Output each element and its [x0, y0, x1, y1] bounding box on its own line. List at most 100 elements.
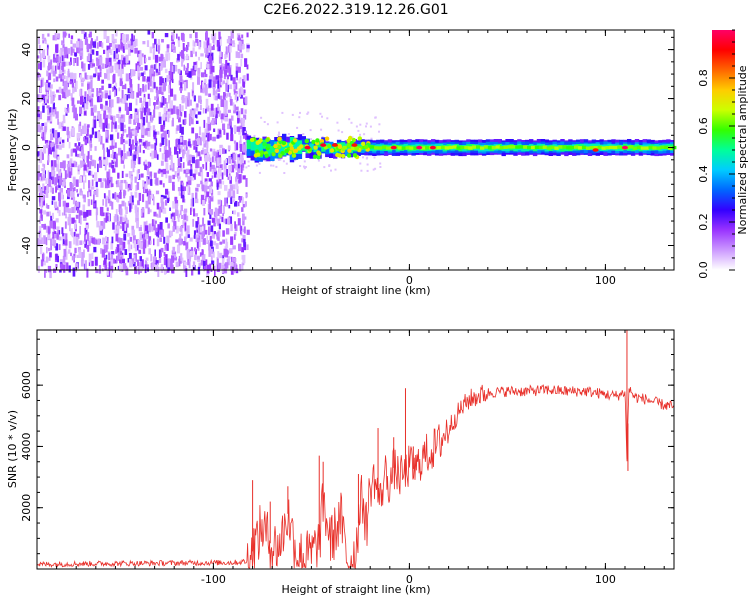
heatmap-cell [43, 145, 47, 152]
heatmap-cell [374, 167, 377, 170]
heatmap-cell [40, 259, 44, 267]
heatmap-cell [206, 191, 210, 197]
heatmap-cell [152, 43, 155, 49]
heatmap-cell [223, 100, 227, 109]
heatmap-cell [47, 226, 51, 234]
heatmap-cell [121, 216, 124, 225]
heatmap-cell [110, 265, 114, 273]
heatmap-cell [111, 201, 114, 210]
heatmap-cell [119, 259, 122, 264]
heatmap-cell [142, 53, 144, 58]
heatmap-cell [293, 139, 299, 154]
heatmap-cell [196, 183, 200, 188]
heatmap-cell [589, 145, 595, 150]
heatmap-cell [205, 105, 210, 112]
heatmap-cell [240, 53, 244, 59]
heatmap-cell [158, 225, 162, 235]
heatmap-cell [207, 116, 210, 124]
heatmap-cell [162, 114, 166, 121]
heatmap-cell [164, 268, 167, 275]
heatmap-cell [135, 63, 138, 71]
heatmap-cell [240, 86, 243, 95]
heatmap-cell [167, 130, 170, 138]
heatmap-cell [218, 181, 222, 189]
heatmap-cell [163, 107, 167, 114]
heatmap-cell [128, 171, 132, 175]
heatmap-cell [111, 123, 113, 132]
heatmap-cell [206, 140, 209, 148]
heatmap-cell [255, 164, 258, 167]
heatmap-cell [235, 264, 238, 269]
colorbar-tick-label: 0.2 [697, 213, 710, 231]
heatmap-cell [245, 134, 248, 140]
heatmap-cell [127, 88, 131, 94]
heatmap-cell [63, 51, 67, 59]
heatmap-cell [74, 247, 77, 253]
heatmap-cell [161, 91, 164, 95]
heatmap-cell [240, 225, 242, 235]
heatmap-cell [174, 203, 178, 209]
heatmap-cell [205, 259, 208, 266]
heatmap-cell [59, 188, 63, 193]
heatmap-cell [73, 205, 76, 213]
heatmap-cell [153, 82, 156, 89]
heatmap-cell [178, 138, 181, 145]
heatmap-cell [39, 73, 42, 77]
heatmap-cell [170, 154, 173, 162]
heatmap-cell [185, 168, 189, 173]
heatmap-cell [88, 161, 92, 170]
heatmap-cell [351, 136, 354, 139]
heatmap-cell [94, 160, 97, 169]
heatmap-cell [136, 145, 139, 155]
heatmap-cell [41, 224, 45, 228]
heatmap-cell [153, 196, 155, 206]
heatmap-cell [346, 138, 351, 143]
heatmap-cell [145, 235, 148, 240]
heatmap-cell [177, 213, 180, 222]
heatmap-cell [196, 237, 200, 243]
heatmap-cell [242, 118, 245, 127]
heatmap-cell [117, 69, 121, 77]
heatmap-cell [172, 105, 176, 114]
heatmap-cell [240, 154, 244, 163]
heatmap-cell [220, 200, 223, 207]
heatmap-cell [55, 76, 59, 82]
snr-y-label: SNR (10 * v/v) [6, 410, 19, 488]
heatmap-cell [134, 47, 138, 54]
heatmap-cell [54, 32, 57, 41]
heatmap-cell [244, 109, 247, 114]
heatmap-cell [266, 143, 271, 148]
heatmap-cell [208, 244, 211, 251]
heatmap-cell [158, 112, 161, 121]
heatmap-cell [138, 75, 140, 81]
heatmap-cell [163, 195, 167, 199]
heatmap-cell [137, 71, 139, 79]
heatmap-cell [93, 203, 96, 208]
heatmap-cell [61, 88, 65, 94]
heatmap-cell [177, 40, 181, 47]
heatmap-cell [42, 253, 45, 260]
heatmap-peak [390, 145, 397, 150]
heatmap-cell [122, 46, 125, 53]
heatmap-cell [119, 216, 122, 224]
heatmap-cell [105, 244, 108, 253]
heatmap-cell [65, 61, 68, 66]
heatmap-cell [131, 153, 135, 162]
heatmap-cell [51, 212, 54, 219]
heatmap-cell [175, 261, 179, 268]
heatmap-cell [120, 180, 124, 183]
heatmap-cell [129, 78, 133, 88]
heatmap-cell [79, 52, 83, 56]
heatmap-cell [142, 134, 145, 138]
heatmap-cell [210, 248, 213, 255]
heatmap-cell [107, 71, 110, 81]
heatmap-cell [142, 116, 146, 126]
heatmap-cell [242, 254, 246, 264]
heatmap-cell [184, 118, 187, 124]
heatmap-cell [281, 111, 284, 114]
heatmap-cell [49, 211, 51, 216]
heatmap-cell [189, 254, 191, 262]
heatmap-cell [554, 146, 559, 150]
heatmap-cell [119, 98, 123, 103]
heatmap-cell [63, 265, 66, 273]
